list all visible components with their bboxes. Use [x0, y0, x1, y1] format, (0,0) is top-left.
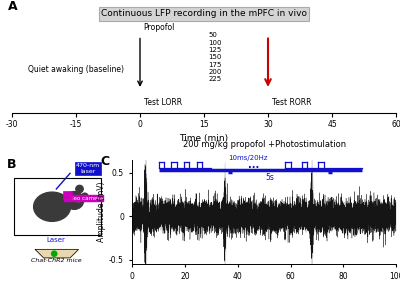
Text: Propofol: Propofol [144, 23, 175, 32]
Text: 200: 200 [208, 69, 222, 75]
Text: A: A [8, 0, 18, 13]
Ellipse shape [76, 185, 83, 193]
Circle shape [52, 251, 57, 256]
Text: 200 mg/kg propofol +Photostimulation: 200 mg/kg propofol +Photostimulation [182, 140, 346, 149]
Text: 175: 175 [208, 62, 222, 68]
Text: 5s: 5s [265, 173, 274, 182]
Text: Laser: Laser [47, 237, 66, 243]
Text: Continuous LFP recording in the mPFC in vivo: Continuous LFP recording in the mPFC in … [101, 10, 307, 19]
Circle shape [76, 197, 80, 201]
Text: 50: 50 [208, 32, 217, 38]
Text: Video camera: Video camera [65, 196, 103, 201]
Text: 10ms/20Hz: 10ms/20Hz [228, 155, 268, 161]
Text: Test LORR: Test LORR [144, 98, 182, 107]
Ellipse shape [65, 192, 84, 209]
Text: Test RORR: Test RORR [272, 98, 312, 107]
Text: 100: 100 [208, 40, 222, 46]
Ellipse shape [82, 193, 88, 200]
Ellipse shape [34, 192, 70, 221]
Text: 225: 225 [208, 76, 221, 82]
Text: 150: 150 [208, 54, 222, 60]
Text: Chat·ChR2 mice: Chat·ChR2 mice [31, 258, 82, 263]
X-axis label: Time (min): Time (min) [180, 134, 228, 143]
Text: 125: 125 [208, 47, 222, 53]
Text: C: C [101, 155, 110, 167]
Text: ...: ... [248, 160, 259, 169]
Text: Quiet awaking (baseline): Quiet awaking (baseline) [28, 65, 124, 74]
Text: B: B [7, 158, 16, 171]
Bar [63, 191, 72, 200]
Text: 470-nm
laser: 470-nm laser [76, 163, 100, 174]
Y-axis label: Amplitude (mV): Amplitude (mV) [97, 182, 106, 242]
Polygon shape [35, 250, 78, 258]
Bar [14, 178, 101, 235]
